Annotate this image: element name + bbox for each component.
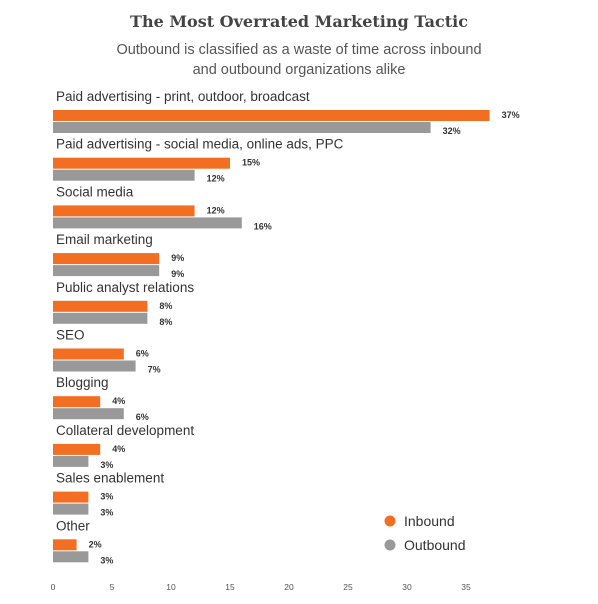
x-tick-label: 35	[461, 582, 471, 592]
data-label-inbound: 37%	[502, 110, 520, 120]
bar-inbound	[53, 300, 148, 312]
category-label: SEO	[56, 328, 85, 343]
chart-title: The Most Overrated Marketing Tactic	[130, 12, 468, 31]
bar-inbound	[53, 110, 490, 121]
category-label: Paid advertising - social media, online …	[56, 137, 344, 152]
category-label: Blogging	[56, 375, 109, 390]
data-label-inbound: 4%	[112, 396, 125, 406]
data-label-outbound: 32%	[443, 126, 461, 136]
bar-inbound	[53, 157, 230, 169]
data-label-inbound: 8%	[159, 301, 172, 311]
bar-inbound	[53, 491, 89, 503]
bar-outbound	[53, 503, 89, 515]
data-label-outbound: 8%	[159, 317, 172, 327]
bar-inbound	[53, 396, 101, 408]
bar-outbound	[53, 122, 431, 133]
data-label-outbound: 3%	[100, 555, 113, 565]
data-label-inbound: 2%	[89, 539, 102, 549]
category-label: Other	[56, 518, 90, 533]
chart-subtitle: Outbound is classified as a waste of tim…	[0, 40, 598, 80]
x-tick-label: 0	[51, 582, 56, 592]
data-label-outbound: 7%	[148, 365, 161, 375]
bar-inbound	[53, 205, 195, 217]
category-label: Public analyst relations	[56, 280, 194, 295]
data-label-outbound: 3%	[100, 460, 113, 470]
bar-outbound	[53, 551, 89, 563]
category-label: Paid advertising - print, outdoor, broad…	[56, 89, 310, 104]
data-label-inbound: 6%	[136, 349, 149, 359]
bar-outbound	[53, 408, 124, 420]
data-label-inbound: 15%	[242, 158, 260, 168]
data-label-outbound: 12%	[207, 174, 225, 184]
bar-inbound	[53, 348, 124, 360]
bar-outbound	[53, 169, 195, 181]
data-label-inbound: 3%	[100, 492, 113, 502]
x-tick-label: 10	[166, 582, 176, 592]
data-label-inbound: 4%	[112, 444, 125, 454]
subtitle-line-1: Outbound is classified as a waste of tim…	[116, 42, 482, 58]
category-label: Social media	[56, 184, 134, 199]
bar-outbound	[53, 217, 242, 229]
legend-marker-outbound	[384, 539, 396, 551]
category-label: Email marketing	[56, 232, 153, 247]
x-tick-label: 5	[110, 582, 115, 592]
data-label-outbound: 9%	[171, 269, 184, 279]
data-label-outbound: 3%	[100, 508, 113, 518]
bar-outbound	[53, 360, 136, 372]
bar-inbound	[53, 539, 77, 551]
bar-outbound	[53, 455, 89, 467]
category-label: Sales enablement	[56, 471, 164, 486]
x-tick-label: 30	[402, 582, 412, 592]
bar-outbound	[53, 265, 160, 277]
x-tick-label: 15	[225, 582, 235, 592]
x-tick-label: 20	[284, 582, 294, 592]
x-tick-label: 25	[343, 582, 353, 592]
category-label: Collateral development	[56, 423, 194, 438]
subtitle-line-2: and outbound organizations alike	[192, 62, 406, 78]
legend-marker-inbound	[384, 515, 396, 527]
bar-inbound	[53, 253, 160, 265]
data-label-inbound: 9%	[171, 253, 184, 263]
legend-label-outbound: Outbound	[404, 537, 466, 553]
bar-outbound	[53, 312, 148, 324]
data-label-outbound: 6%	[136, 412, 149, 422]
legend-label-inbound: Inbound	[404, 513, 455, 529]
data-label-inbound: 12%	[207, 205, 225, 215]
bar-inbound	[53, 443, 101, 455]
data-label-outbound: 16%	[254, 221, 272, 231]
